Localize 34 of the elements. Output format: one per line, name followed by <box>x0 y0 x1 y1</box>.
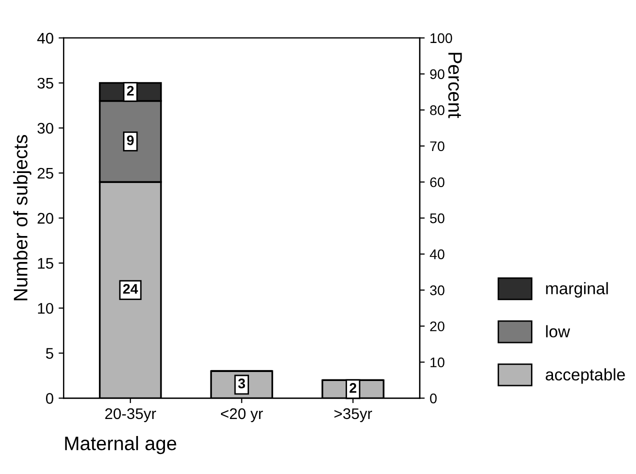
data-label: 2 <box>350 383 356 393</box>
y-tick-label: 25 <box>38 168 54 179</box>
y2-tick-label: 70 <box>430 141 444 152</box>
y-tick-label: 10 <box>38 302 54 314</box>
y2-tick-label: 100 <box>430 33 452 44</box>
y2-tick-label: 40 <box>430 249 444 260</box>
y2-tick-label: 50 <box>430 213 444 224</box>
x-tick-label: <20 yr <box>220 408 263 422</box>
data-label: 9 <box>127 135 134 146</box>
y-axis-title: Number of subjects <box>13 134 32 300</box>
x-tick-label: >35yr <box>334 408 372 422</box>
data-label: 3 <box>238 378 246 388</box>
y2-tick-label: 20 <box>430 321 444 332</box>
data-label: 24 <box>123 284 138 294</box>
x-axis-title: Maternal age <box>65 436 176 454</box>
legend-label: marginal <box>546 282 608 298</box>
y-tick-label: 15 <box>38 258 54 269</box>
y2-tick-label: 90 <box>430 69 444 80</box>
y-tick-label: 20 <box>38 212 54 224</box>
y-tick-label: 40 <box>37 32 54 44</box>
y2-tick-label: 10 <box>430 357 444 368</box>
y-tick-label: 5 <box>46 348 54 359</box>
x-tick-label: 20-35yr <box>105 408 156 422</box>
data-label: 2 <box>127 86 134 96</box>
y2-tick-label: 80 <box>430 105 444 116</box>
y2-tick-label: 60 <box>430 177 444 188</box>
legend-label: low <box>546 325 570 338</box>
legend-label: acceptable <box>546 368 625 384</box>
y-tick-label: 0 <box>46 393 54 404</box>
y2-axis-title: Percent <box>448 52 462 118</box>
y-tick-label: 35 <box>37 78 54 89</box>
y2-tick-label: 0 <box>430 393 437 404</box>
y-tick-label: 30 <box>37 122 54 134</box>
y2-tick-label: 30 <box>430 285 444 296</box>
